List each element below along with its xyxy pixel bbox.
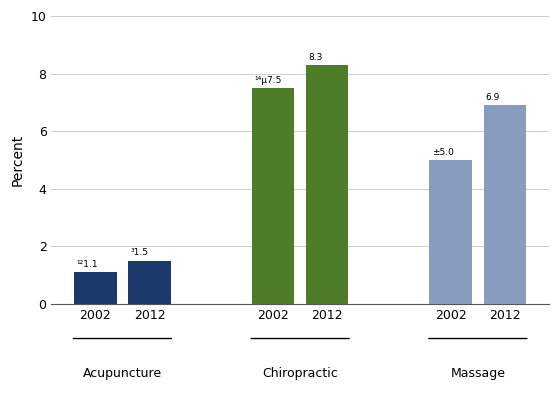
Text: 6.9: 6.9 — [486, 93, 500, 102]
Bar — [74, 272, 117, 304]
Text: ³1.5: ³1.5 — [130, 248, 148, 257]
Bar — [430, 160, 472, 304]
Bar — [128, 261, 171, 304]
Text: Acupuncture: Acupuncture — [83, 367, 162, 380]
Text: Chiropractic: Chiropractic — [262, 367, 338, 380]
Text: Massage: Massage — [450, 367, 505, 380]
Bar — [252, 88, 295, 304]
Text: ±5.0: ±5.0 — [432, 148, 454, 156]
Bar — [483, 105, 526, 304]
Text: ¹²1.1: ¹²1.1 — [76, 260, 98, 269]
Y-axis label: Percent: Percent — [11, 134, 25, 186]
Text: 8.3: 8.3 — [308, 53, 323, 62]
Text: ¹⁴µ7.5: ¹⁴µ7.5 — [254, 75, 281, 85]
Bar — [306, 65, 348, 304]
